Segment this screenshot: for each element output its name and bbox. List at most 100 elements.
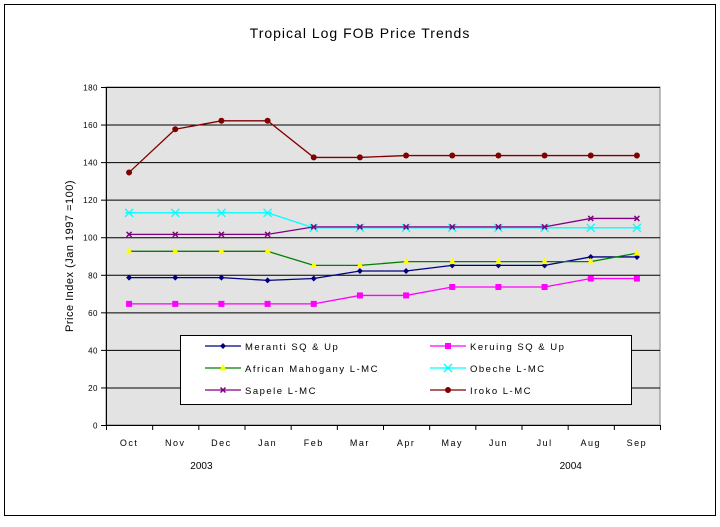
data-point [216,208,226,218]
y-tick-label: 120 [83,196,98,205]
marker-diamond [403,268,410,275]
marker-star [356,223,363,230]
data-point [219,386,227,394]
legend-item: Iroko L-MC [430,386,532,397]
data-point [633,253,640,260]
year-label: 2003 [190,461,213,472]
legend-item: Sapele L-MC [205,386,315,397]
x-tick-label: Dec [211,438,232,448]
marker-x [263,208,273,218]
marker-diamond [356,268,363,275]
marker-circle [445,387,451,393]
data-point [126,274,133,281]
marker-circle [541,152,548,159]
marker-square [126,300,133,307]
marker-star [495,223,502,230]
data-point [445,343,451,349]
marker-star [541,223,548,230]
data-point [310,223,317,230]
data-point [170,208,180,218]
marker-square [633,275,640,282]
data-point [356,223,363,230]
data-point [264,277,271,284]
series-line [129,256,637,282]
data-point [356,261,364,268]
marker-triangle [171,247,179,254]
marker-diamond [587,253,594,260]
marker-circle [126,169,133,176]
data-point [587,257,595,265]
marker-star [449,223,456,230]
data-point [310,154,317,161]
y-axis-label: Price Index (Jan 1997 =100) [64,180,76,332]
y-tick-label: 160 [83,121,98,130]
data-point [310,300,317,307]
data-point [264,231,271,238]
series-line [129,217,637,236]
x-tick-label: Apr [397,438,416,448]
data-point [172,300,179,307]
marker-x [586,223,596,233]
marker-circle [310,154,317,161]
legend-item: Meranti SQ & Up [205,342,338,353]
marker-square [172,300,179,307]
marker-triangle [587,257,595,265]
marker-star [219,386,227,394]
data-point [172,126,179,133]
marker-diamond [172,274,179,281]
marker-circle [264,117,271,124]
marker-diamond [220,343,226,349]
data-point [541,257,549,265]
data-point [310,275,317,282]
legend-label: Obeche L-MC [470,364,546,375]
series-line [129,212,637,229]
x-tick-label: Sep [627,438,648,448]
marker-square [264,300,271,307]
data-point [126,231,133,238]
data-point [124,208,134,218]
marker-diamond [218,274,225,281]
series-african-mahogany-l-mc [125,247,641,268]
marker-square [310,300,317,307]
marker-square [449,283,456,290]
data-point [126,300,133,307]
data-point [218,300,225,307]
data-point [356,292,363,299]
legend-label: Iroko L-MC [470,386,532,397]
y-tick-label: 60 [88,309,98,318]
data-point [403,223,410,230]
legend-item: Keruing SQ & Up [430,342,565,353]
marker-triangle [125,247,133,254]
data-point [403,292,410,299]
x-tick-label: Nov [165,438,186,448]
series-line [129,277,637,305]
marker-diamond [264,277,271,284]
data-point [220,343,226,349]
data-point [218,117,225,124]
x-tick-label: Mar [350,438,370,448]
data-point [403,268,410,275]
data-point [126,169,133,176]
marker-square [218,300,225,307]
marker-triangle [219,364,227,371]
data-point [449,283,456,290]
marker-square [445,343,451,349]
marker-triangle [402,257,410,265]
data-point [587,253,594,260]
marker-circle [403,152,410,159]
marker-x [443,363,453,373]
data-point [495,283,502,290]
marker-diamond [126,274,133,281]
marker-circle [449,152,456,159]
data-point [356,154,363,161]
y-tick-label: 100 [83,234,98,243]
data-point [633,249,641,256]
legend-label: Keruing SQ & Up [470,342,565,353]
legend: Meranti SQ & Up Keruing SQ & Up African Ma… [180,335,632,405]
x-tick-label: Feb [304,438,324,448]
marker-triangle [264,247,272,254]
legend-item: African Mahogany L-MC [205,364,377,375]
marker-star [172,231,179,238]
data-point [541,283,548,290]
